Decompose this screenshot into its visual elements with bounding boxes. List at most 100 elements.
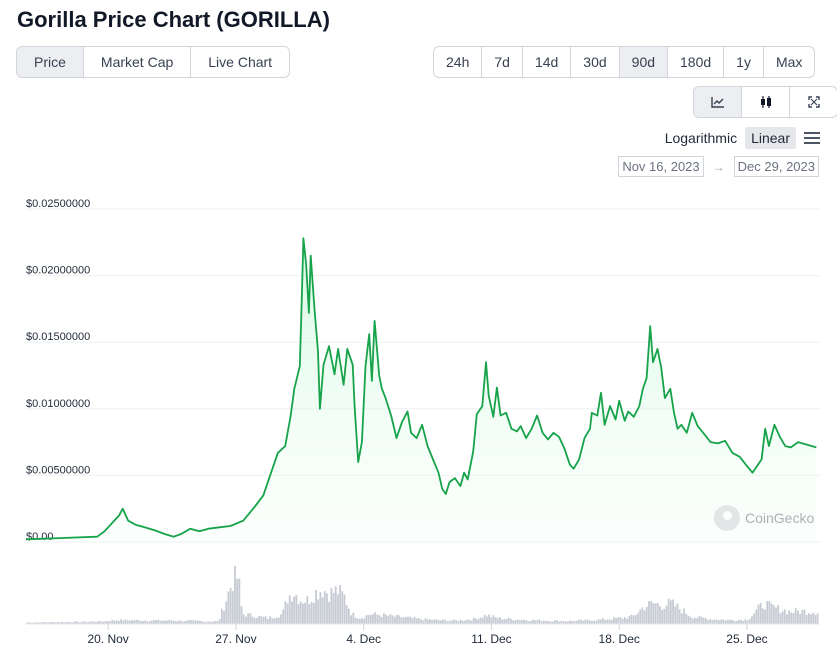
volume-bar (220, 608, 223, 624)
volume-bar (378, 615, 381, 624)
volume-bar (672, 599, 674, 624)
volume-bar (560, 620, 563, 624)
volume-bar (155, 620, 158, 624)
volume-bar (71, 622, 74, 624)
range-30d[interactable]: 30d (571, 47, 620, 77)
volume-bar (91, 621, 94, 624)
range-90d[interactable]: 90d (619, 47, 669, 77)
volume-bar (740, 619, 742, 624)
range-1y[interactable]: 1y (724, 47, 764, 77)
volume-bar (814, 614, 817, 624)
volume-bar (656, 603, 659, 624)
volume-bar (194, 620, 197, 624)
volume-bar (466, 619, 469, 624)
volume-bar (529, 621, 532, 624)
volume-bar (153, 619, 155, 624)
date-from-input[interactable]: Nov 16, 2023 (618, 156, 704, 177)
scale-linear[interactable]: Linear (745, 127, 796, 149)
tab-live-chart[interactable]: Live Chart (208, 54, 273, 70)
date-range: Nov 16, 2023 → Dec 29, 2023 (618, 156, 819, 177)
volume-bar (104, 620, 107, 624)
volume-bar (567, 621, 569, 624)
volume-bar (623, 617, 626, 624)
hamburger-menu-icon[interactable] (804, 132, 820, 144)
volume-bar (185, 620, 188, 624)
volume-bar (492, 615, 495, 624)
scale-logarithmic[interactable]: Logarithmic (664, 130, 738, 146)
volume-bar (450, 620, 453, 624)
range-max[interactable]: Max (775, 54, 803, 70)
volume-bar (229, 587, 232, 624)
volume-bar (726, 619, 729, 624)
volume-bar (288, 595, 291, 624)
volume-bar (74, 621, 76, 624)
volume-bar (310, 601, 313, 624)
volume-bar (131, 619, 133, 624)
range-180d[interactable]: 180d (668, 47, 725, 77)
range-24h[interactable]: 24h (434, 47, 483, 77)
volume-bar (455, 620, 458, 624)
tab-price[interactable]: Price (17, 47, 84, 77)
volume-bar (337, 594, 339, 624)
volume-bar (665, 605, 668, 624)
volume-bar (687, 615, 690, 624)
volume-bar (628, 616, 631, 624)
volume-bar (273, 618, 276, 624)
volume-bar (674, 606, 677, 624)
volume-bar (41, 621, 44, 624)
volume-bar (391, 615, 394, 624)
volume-bar (85, 622, 87, 624)
volume-bar (422, 620, 425, 624)
volume-bar (225, 601, 228, 624)
volume-bar (52, 621, 55, 624)
volume-bar (102, 621, 105, 624)
volume-bar (400, 617, 403, 624)
volume-bar (720, 619, 723, 624)
volume-bar (65, 621, 68, 624)
volume-bar (457, 621, 460, 624)
volume-bar (764, 609, 766, 624)
volume-bar (317, 599, 320, 624)
volume-bar (661, 609, 663, 624)
volume-bar (144, 620, 147, 624)
date-to-input[interactable]: Dec 29, 2023 (733, 156, 819, 177)
volume-bar (619, 617, 622, 624)
volume-bar (192, 620, 195, 624)
volume-bar (150, 620, 153, 624)
line-chart-button[interactable] (694, 87, 742, 117)
volume-bar (477, 619, 480, 624)
volume-bar (634, 614, 637, 624)
volume-bar (218, 619, 221, 624)
volume-bar (356, 618, 359, 624)
volume-bar (761, 608, 764, 624)
volume-bar (315, 589, 317, 624)
volume-bar (433, 619, 436, 624)
volume-bar (100, 621, 103, 624)
volume-bar (277, 617, 280, 624)
range-14d[interactable]: 14d (523, 47, 572, 77)
volume-bar (453, 619, 455, 624)
volume-bar (89, 621, 92, 624)
volume-bar (431, 620, 434, 624)
volume-bar (770, 603, 773, 624)
candlestick-button[interactable] (742, 87, 790, 117)
volume-bar (30, 622, 33, 624)
volume-bar (179, 620, 182, 624)
volume-bar (810, 614, 812, 624)
volume-bar (36, 622, 39, 624)
coingecko-logo-icon (714, 505, 740, 531)
volume-bar (790, 612, 793, 624)
volume-bar (361, 618, 363, 624)
volume-bar (683, 608, 685, 624)
volume-bar (330, 588, 333, 624)
volume-bar (242, 614, 245, 624)
range-7d[interactable]: 7d (482, 47, 523, 77)
volume-bar (350, 615, 352, 624)
volume-bar (648, 601, 650, 624)
fullscreen-button[interactable] (790, 87, 837, 117)
volume-bar (159, 620, 162, 624)
volume-bar (347, 608, 350, 624)
tab-market-cap[interactable]: Market Cap (84, 47, 192, 77)
volume-bar (26, 622, 28, 624)
